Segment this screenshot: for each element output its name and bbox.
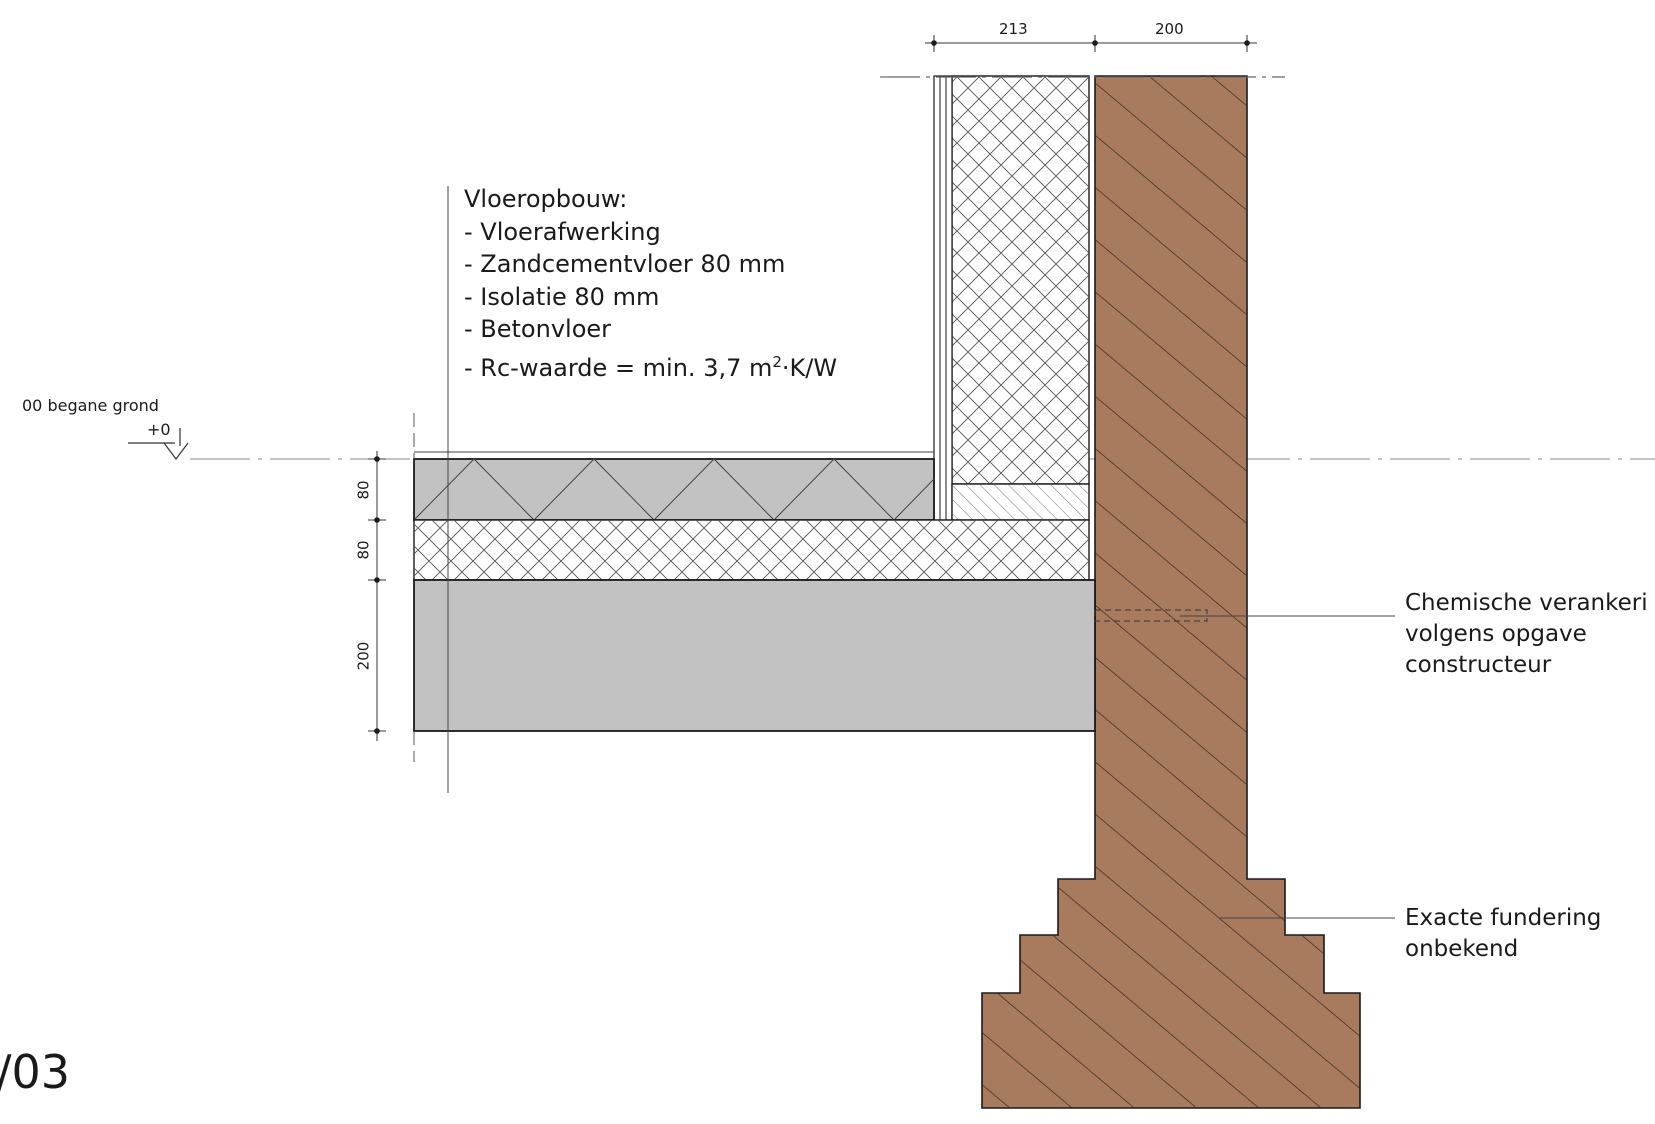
dimension-label: 80 xyxy=(354,540,373,560)
rc-superscript: 2 xyxy=(772,352,782,371)
dimension-label: 200 xyxy=(1155,20,1184,38)
floor-note-title: Vloeropbouw: xyxy=(464,185,628,213)
screed-layer xyxy=(413,458,935,521)
sheet-number: /03 xyxy=(0,1045,71,1099)
foundation-callout-line: Exacte fundering xyxy=(1405,905,1602,931)
floor-note: Vloeropbouw: - Vloerafwerking - Zandceme… xyxy=(464,183,837,384)
vertical-dimension-line xyxy=(368,451,386,741)
level-marker-icon xyxy=(128,428,189,460)
level-elevation: +0 xyxy=(147,420,171,439)
floor-note-rc: - Rc-waarde = min. 3,7 m2·K/W xyxy=(464,346,837,385)
anchor-callout-line: constructeur xyxy=(1405,652,1552,678)
anchor-callout-line: volgens opgave xyxy=(1405,621,1587,647)
chemical-anchor xyxy=(1094,609,1208,622)
rc-suffix: ·K/W xyxy=(781,353,838,382)
top-dimension-line xyxy=(925,35,1257,52)
floor-note-item: - Zandcementvloer 80 mm xyxy=(464,250,786,278)
rc-prefix: - Rc-waarde = min. 3,7 m xyxy=(464,353,773,382)
floor-note-item: - Vloerafwerking xyxy=(464,217,661,246)
dimension-label: 80 xyxy=(354,480,373,500)
wall-finish-layer xyxy=(933,75,953,521)
foundation-callout: Exacte fundering onbekend xyxy=(1405,903,1601,965)
anchor-callout-line: Chemische verankeri xyxy=(1405,590,1648,616)
floor-note-item: - Isolatie 80 mm xyxy=(464,282,660,311)
floor-note-item: - Betonvloer xyxy=(464,315,612,343)
dimension-label: 213 xyxy=(999,20,1028,38)
foundation-callout-line: onbekend xyxy=(1405,936,1519,962)
masonry-hatch xyxy=(982,76,1360,1108)
screed-zigzag xyxy=(413,458,935,521)
dimension-label: 200 xyxy=(354,641,373,671)
anchor-callout: Chemische verankeri volgens opgave const… xyxy=(1405,588,1648,681)
concrete-slab xyxy=(413,579,1096,732)
level-name: 00 begane grond xyxy=(22,396,159,415)
